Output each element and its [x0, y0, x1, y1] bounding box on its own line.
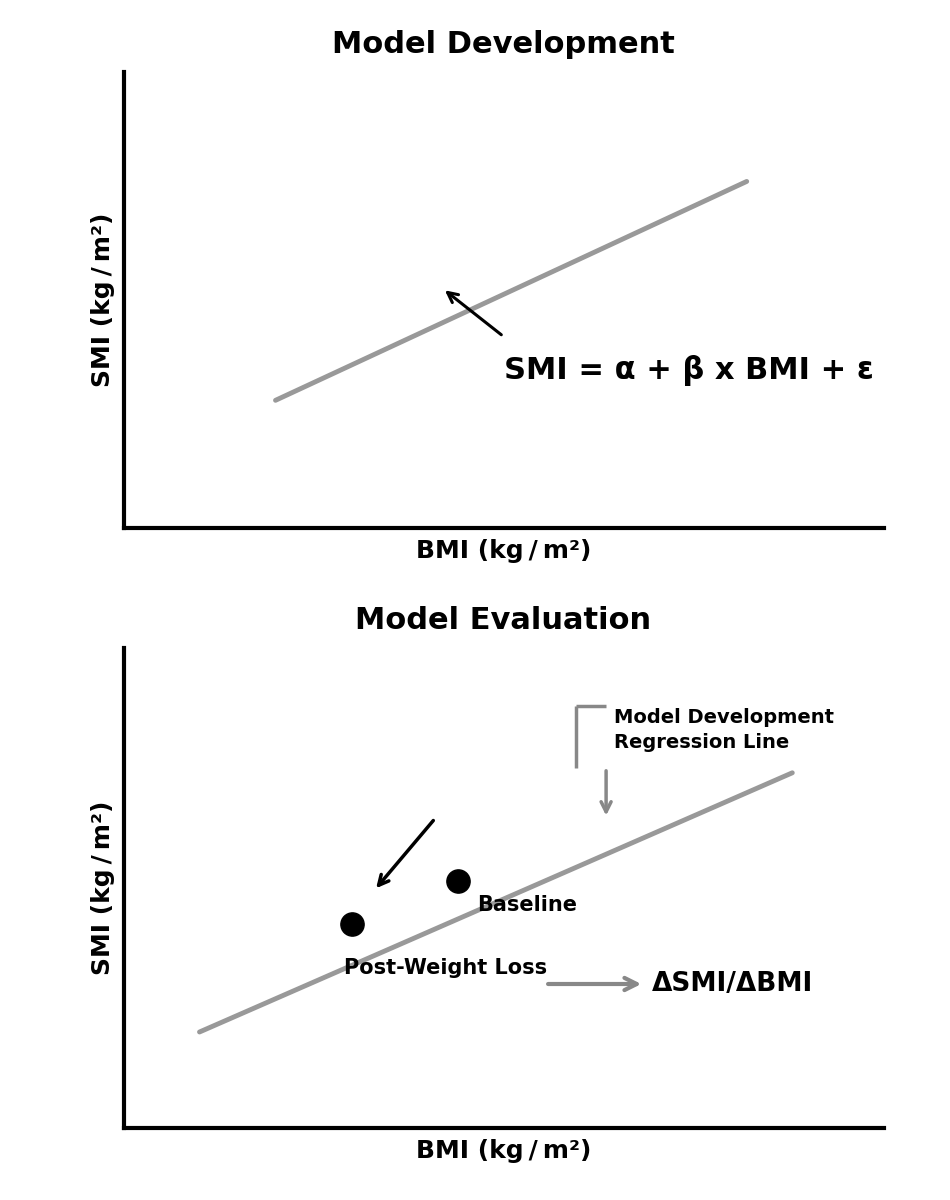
Title: Model Development: Model Development [332, 30, 674, 59]
X-axis label: BMI (kg / m²): BMI (kg / m²) [416, 1139, 591, 1163]
Point [344, 914, 359, 934]
Y-axis label: SMI (kg / m²): SMI (kg / m²) [91, 212, 115, 388]
Text: ΔSMI/ΔBMI: ΔSMI/ΔBMI [652, 971, 813, 997]
Text: Post-Weight Loss: Post-Weight Loss [344, 958, 547, 978]
Point [450, 871, 465, 890]
Title: Model Evaluation: Model Evaluation [355, 606, 652, 635]
Text: SMI = α + β x BMI + ε: SMI = α + β x BMI + ε [504, 355, 873, 385]
Y-axis label: SMI (kg / m²): SMI (kg / m²) [91, 800, 115, 976]
X-axis label: BMI (kg / m²): BMI (kg / m²) [416, 539, 591, 563]
Text: Model Development
Regression Line: Model Development Regression Line [614, 708, 834, 752]
Text: Baseline: Baseline [477, 895, 577, 916]
